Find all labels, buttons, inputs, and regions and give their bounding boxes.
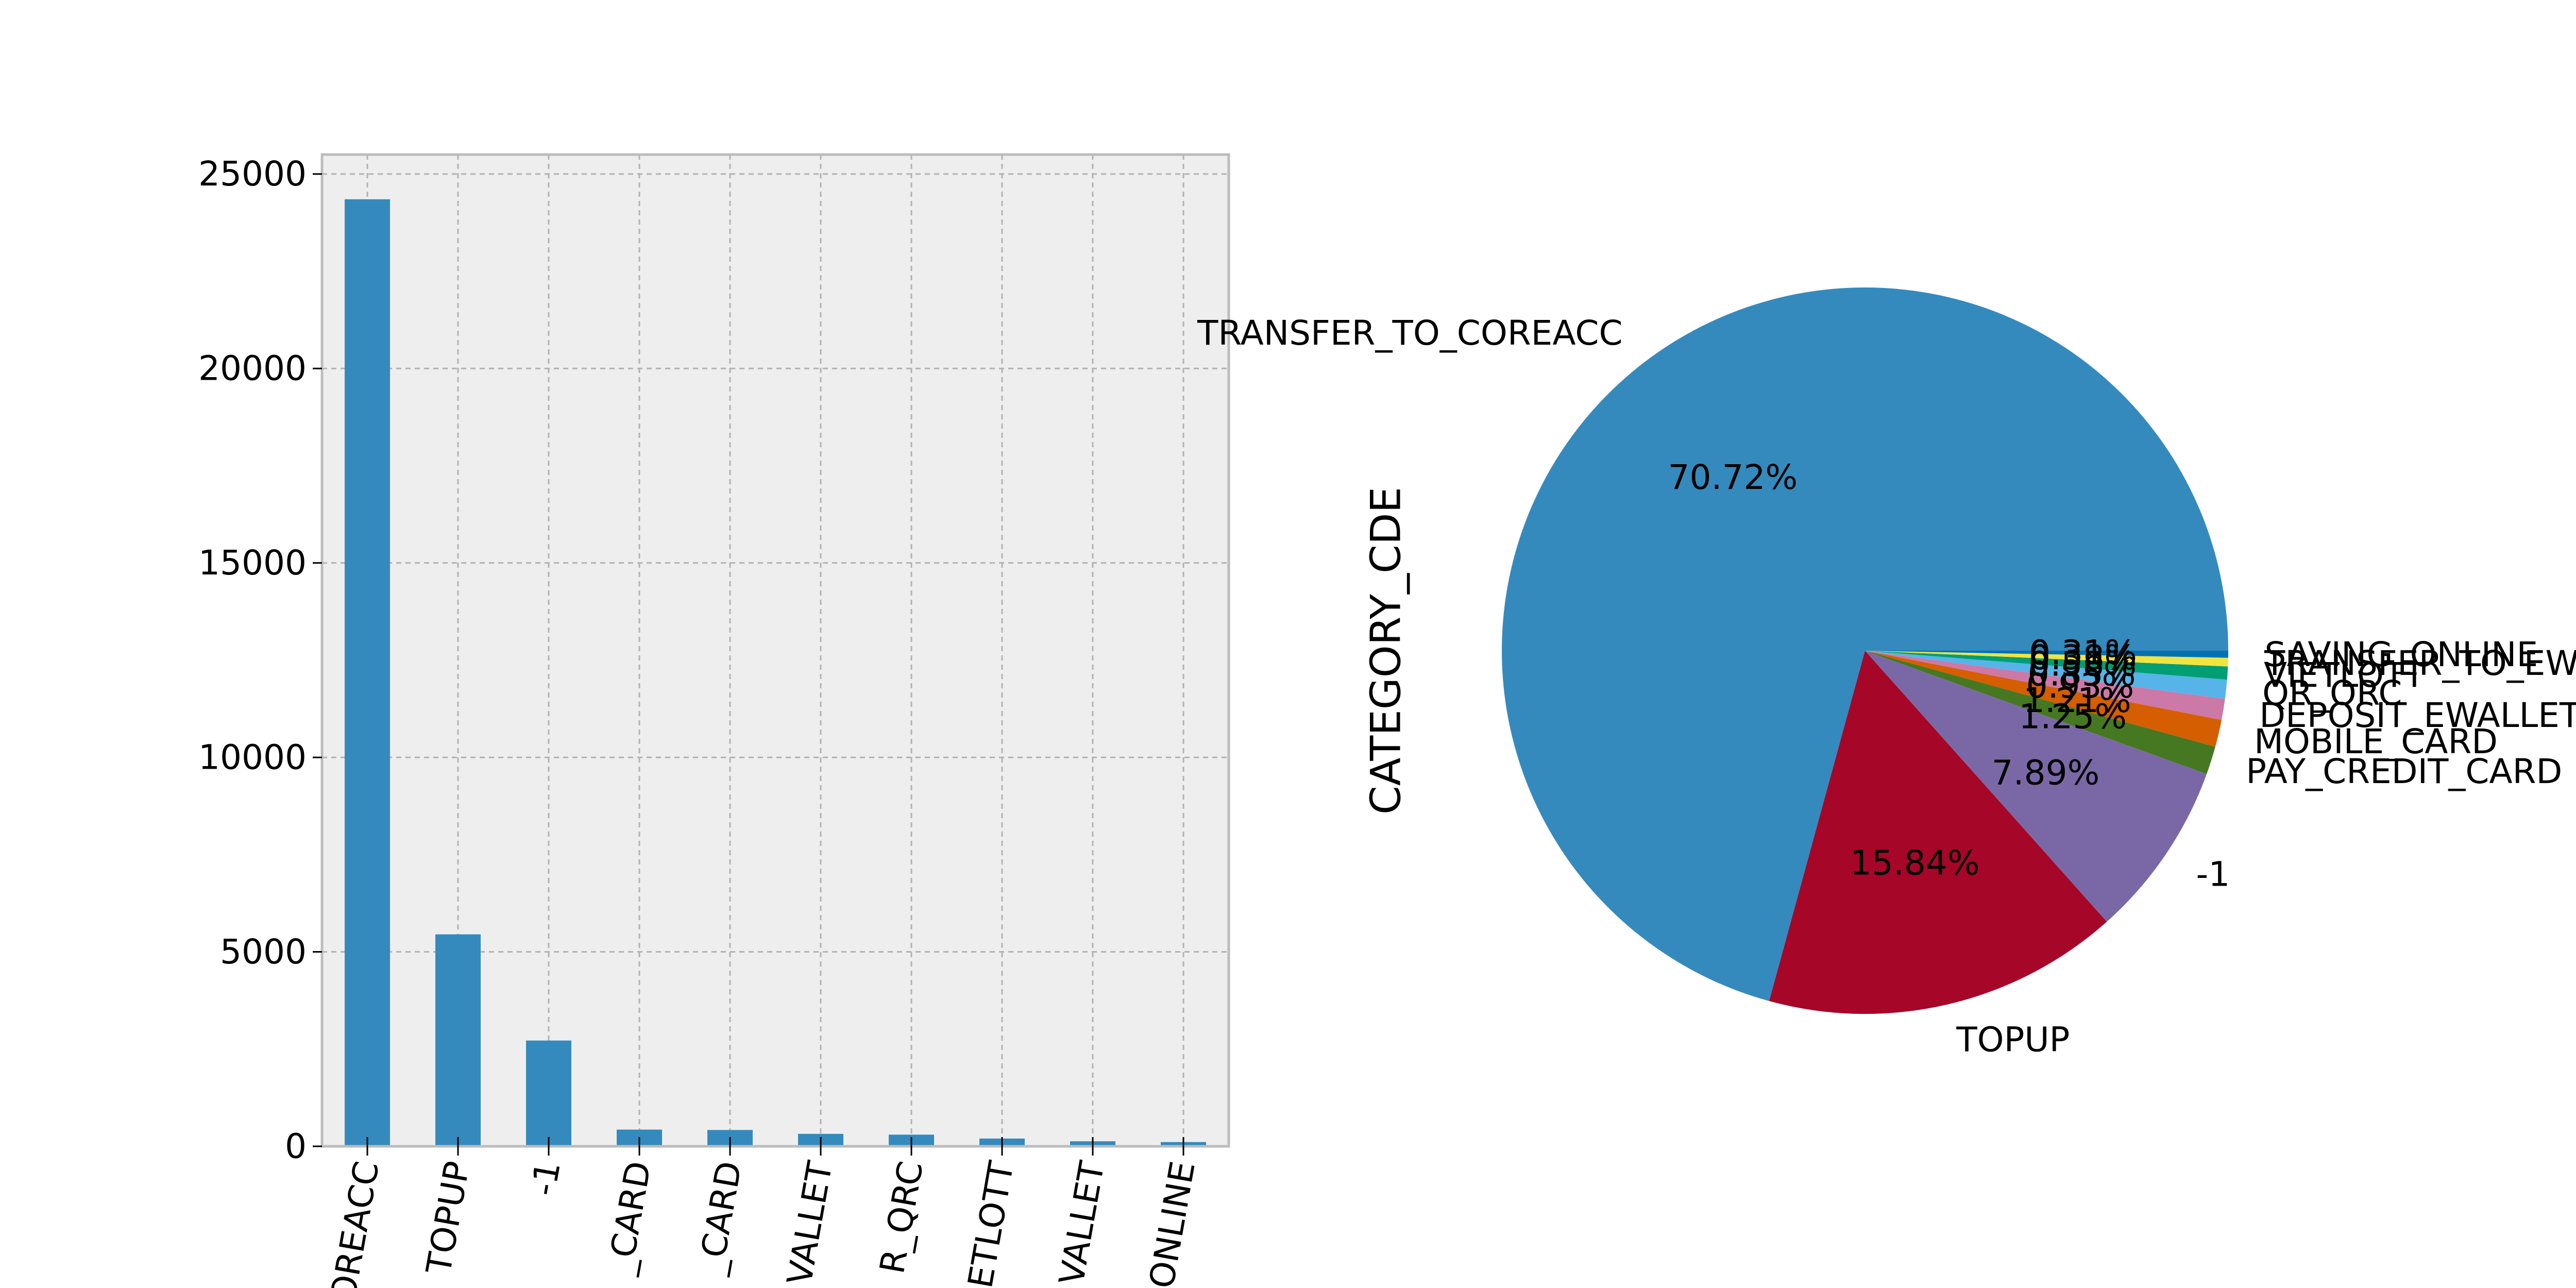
bar-x-tick-label: VALLET bbox=[779, 1158, 840, 1288]
pie-slice-transfer-to-coreacc bbox=[1502, 287, 2228, 1001]
pie-percent-label: 0.31% bbox=[2029, 633, 2137, 673]
bar--1 bbox=[526, 1040, 571, 1146]
pie-percent-label: 0.38% bbox=[2029, 638, 2137, 677]
pie-slice-label: MOBILE_CARD bbox=[2254, 722, 2498, 761]
bar-x-tick-label: VALLET bbox=[1052, 1158, 1112, 1288]
pie-slice-transfer-to-ewallet bbox=[1865, 651, 2228, 667]
bar-y-tick-label: 0 bbox=[285, 1127, 307, 1166]
pie-percent-label: 70.72% bbox=[1668, 457, 1798, 497]
pie-slices bbox=[1502, 287, 2228, 1014]
bar-x-tick-labels: OREACC TOPUP -1 _CARD _CARD VALLET R_QRC ETLOTT… bbox=[323, 1158, 1203, 1288]
pie-slice-label: PAY_CREDIT_CARD bbox=[2246, 752, 2562, 791]
pie-slice-label: SAVING_ONLINE bbox=[2264, 635, 2538, 674]
bar-y-tick-label: 25000 bbox=[198, 154, 307, 194]
pie-chart: CATEGORY_CDE 70.72% 15.84% 7.89% 1.25%1.21%… bbox=[1197, 287, 2576, 1059]
bar-x-tick-label: -1 bbox=[523, 1158, 568, 1198]
pie-percent-label: 7.89% bbox=[1992, 753, 2100, 792]
bar-gridlines bbox=[322, 155, 1229, 1147]
bar-y-tick-label: 15000 bbox=[198, 543, 307, 583]
bar-topup bbox=[435, 934, 481, 1146]
pie-percent-labels: 70.72% 15.84% 7.89% 1.25%1.21%0.93%0.85%0.5… bbox=[1668, 457, 2137, 883]
pie-slice-label: TOPUP bbox=[1956, 1020, 2070, 1059]
pie-percent-label: 0.85% bbox=[2028, 654, 2136, 693]
bar-chart: 0 5000 10000 15000 20000 25000 OREACC TOPUP -1 _… bbox=[198, 153, 1230, 1288]
pie-percent-label: 15.84% bbox=[1850, 843, 1980, 883]
pie-slice-label: -1 bbox=[2196, 855, 2230, 894]
bar-y-tick-label: 10000 bbox=[198, 738, 307, 777]
bar-x-tick-label: ONLINE bbox=[1142, 1158, 1203, 1288]
bar-x-tick-label: _CARD bbox=[600, 1158, 659, 1278]
pie-slice-deposit-ewallet bbox=[1865, 651, 2225, 720]
pie-percent-label: 1.25% bbox=[2019, 697, 2127, 736]
bar-y-tick-label: 20000 bbox=[198, 349, 307, 388]
pie-slice-labels: TRANSFER_TO_COREACC TOPUP -1 PAY_CREDIT_CAR… bbox=[1197, 313, 2576, 1059]
bar-bars bbox=[345, 199, 1206, 1146]
pie-slice-label: QR_QRC bbox=[2262, 673, 2402, 713]
pie-slice-label: VIETLOTT bbox=[2264, 655, 2425, 695]
pie-slice-label: TRANSFER_TO_COREACC bbox=[1197, 313, 1622, 353]
bar-x-tick-label: _CARD bbox=[691, 1158, 750, 1278]
pie-slice-label: DEPOSIT_EWALLET bbox=[2259, 696, 2576, 735]
pie-percent-label: 0.93% bbox=[2026, 666, 2134, 706]
pie-y-axis-label: CATEGORY_CDE bbox=[1362, 487, 1410, 815]
bar-y-tick-label: 5000 bbox=[220, 932, 307, 972]
pie-slice-label: TRANSFER_TO_EWALLET bbox=[2264, 643, 2576, 683]
pie-slice-saving-online bbox=[1865, 651, 2228, 658]
bar-x-tick-label: R_QRC bbox=[872, 1158, 931, 1277]
pie-percent-label: 0.58% bbox=[2028, 645, 2137, 684]
pie-slice-pay-credit-card bbox=[1865, 651, 2215, 774]
pie-slice-vietlott bbox=[1865, 651, 2228, 680]
pie-percent-label: 1.21% bbox=[2023, 681, 2131, 720]
pie-slice-qr-qrc bbox=[1865, 651, 2227, 699]
bar-plot-frame bbox=[320, 153, 1230, 1148]
pie-slice-topup bbox=[1769, 651, 2107, 1014]
pie-slice--1 bbox=[1865, 651, 2207, 922]
bar-x-tick-label: OREACC bbox=[323, 1158, 387, 1288]
bar-x-tick-label: TOPUP bbox=[419, 1158, 478, 1277]
bar-tick-marks bbox=[313, 173, 1184, 1156]
pie-slice-mobile-card bbox=[1865, 651, 2222, 747]
bar-transfer-to-coreacc bbox=[345, 199, 390, 1146]
bar-y-tick-labels: 0 5000 10000 15000 20000 25000 bbox=[198, 154, 307, 1166]
bar-x-tick-label: ETLOTT bbox=[960, 1158, 1022, 1288]
